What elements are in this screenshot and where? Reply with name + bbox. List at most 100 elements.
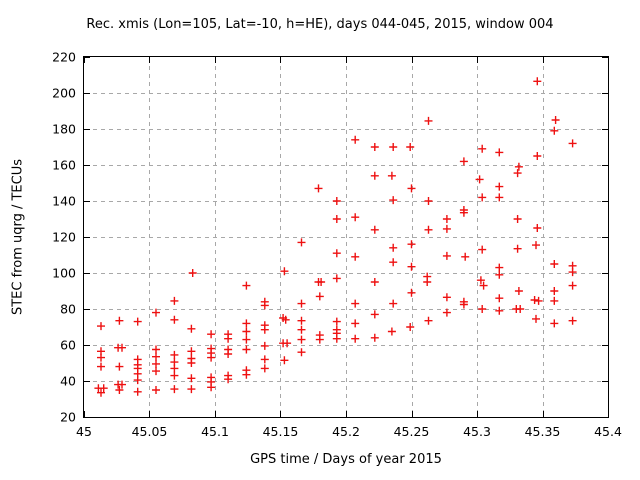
data-point [424,197,433,205]
data-point [242,327,251,336]
data-point [297,299,306,308]
y-tick-label: 220 [52,50,76,65]
data-point [389,258,398,267]
data-point [351,213,360,222]
data-point [495,294,504,303]
data-point [389,196,398,205]
data-point [424,316,433,325]
data-point [461,252,470,261]
data-point [406,323,415,331]
data-point [407,184,416,193]
data-point [118,343,126,352]
data-point [513,215,522,223]
data-point [97,353,105,362]
data-point [315,335,324,344]
data-point [495,306,504,315]
data-point [370,278,379,286]
y-tick-label: 20 [60,410,76,425]
data-point [97,322,105,331]
data-point [99,384,108,393]
data-point [387,327,396,336]
data-point [495,182,504,191]
data-point [550,287,559,295]
data-point [332,334,341,343]
x-tick-label: 45.3 [463,424,491,439]
data-points [94,77,577,397]
data-point [568,139,577,148]
plot-border [83,56,609,418]
data-point [170,364,179,373]
data-point [242,281,251,290]
data-point [459,208,468,217]
axes-border [83,56,609,418]
x-tick-label: 45.25 [394,424,430,439]
x-axis-label: GPS time / Days of year 2015 [250,452,442,467]
data-point [442,293,451,302]
data-point [152,359,160,368]
data-point [407,262,416,271]
data-point [317,278,326,286]
x-tick-label: 45.1 [201,424,229,439]
data-point [187,359,196,367]
data-point [115,362,124,371]
data-point [332,249,341,258]
data-point [332,274,341,283]
data-point [133,317,142,326]
data-point [207,383,216,392]
data-point [513,244,522,253]
data-point [152,345,160,354]
data-point [297,348,306,357]
data-point [242,335,251,344]
y-tick-label: 200 [52,86,76,101]
data-point [550,260,559,268]
y-tick-label: 60 [60,338,76,353]
data-point [513,169,522,178]
x-tick-label: 45.05 [132,424,168,439]
data-point [459,300,468,309]
data-point [495,263,504,272]
data-point [152,386,160,394]
data-point [224,334,233,343]
data-point [568,316,577,325]
data-point [550,296,559,305]
data-point [187,385,196,394]
data-point [389,143,398,151]
data-point [314,184,323,193]
data-point [187,374,196,383]
x-tick-label: 45.35 [525,424,561,439]
data-point [332,317,341,326]
x-tick-label: 45.15 [263,424,299,439]
data-point [297,316,306,325]
chart-title: Rec. xmis (Lon=105, Lat=-10, h=HE), days… [86,17,554,32]
data-point [187,324,196,333]
x-tick-label: 45 [76,424,92,439]
data-point [475,175,484,184]
data-point [478,305,487,313]
data-point [532,314,540,323]
y-tick-label: 140 [52,194,76,209]
y-axis-label: STEC from uqrg / TECUs [10,158,26,316]
data-point [568,281,577,290]
data-point [387,171,396,180]
data-point [351,299,360,308]
data-point [551,116,560,124]
x-tick-label: 45.2 [332,424,360,439]
data-point [297,325,306,334]
data-point [115,316,124,325]
data-point [533,152,542,160]
data-point [442,308,451,317]
data-point [533,224,542,232]
data-point [188,269,197,277]
data-point [170,296,179,305]
data-point [442,215,451,223]
data-point [332,197,341,205]
grid-lines [85,58,607,416]
data-point [133,387,142,396]
data-point [351,319,360,328]
data-point [351,252,360,261]
data-point [424,116,433,125]
data-point [242,319,251,328]
data-point [407,288,416,297]
data-point [280,356,289,365]
